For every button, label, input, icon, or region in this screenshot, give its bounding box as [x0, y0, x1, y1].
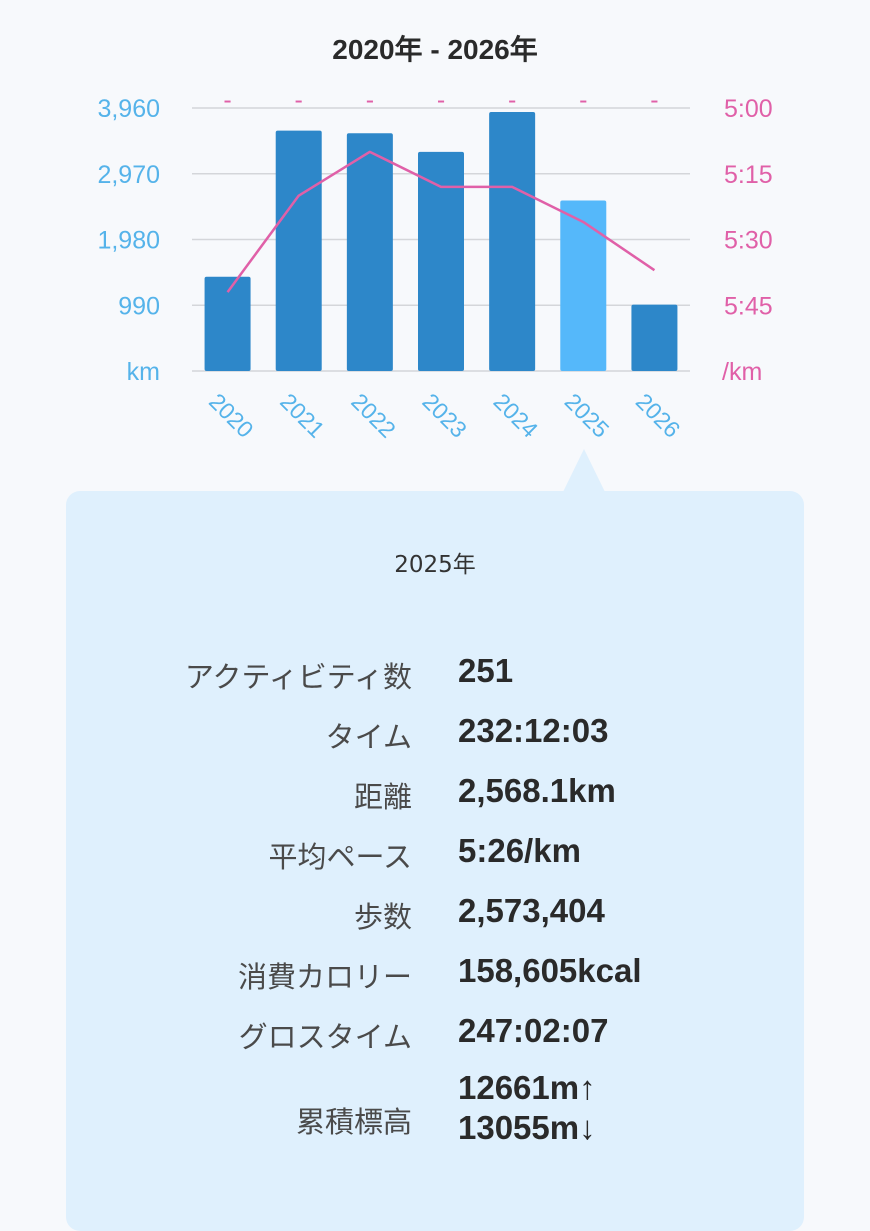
bar-2024 [489, 111, 536, 371]
no-data-marker: - [437, 86, 445, 114]
x-axis-tick-label: 2020 [204, 388, 259, 443]
stat-value-descent: 13055m↓ [458, 1109, 596, 1146]
bar-2022 [346, 133, 393, 371]
stat-row-elevation: 累積標高 12661m↑ 13055m↓ [66, 1069, 804, 1147]
right-axis-tick-label: 5:45 [724, 292, 773, 320]
x-axis-tick-label: 2023 [417, 388, 472, 443]
stat-label: タイム [325, 720, 412, 754]
left-axis-tick-label: 990 [118, 292, 160, 320]
x-axis-tick-label: 2022 [346, 388, 401, 443]
stat-value: 2,568.1km [458, 772, 616, 809]
stat-row-time: タイム 232:12:03 [66, 706, 804, 762]
no-data-marker: - [508, 86, 516, 114]
x-axis-tick-label: 2021 [275, 388, 330, 443]
right-axis-tick-label: 5:30 [724, 227, 773, 255]
stat-row-gross-time: グロスタイム 247:02:07 [66, 1006, 804, 1062]
no-data-marker: - [366, 86, 374, 114]
stat-label: 歩数 [353, 900, 412, 934]
detail-year: 2025年 [394, 552, 476, 578]
no-data-marker: - [295, 86, 303, 114]
year-bar-chart: 990 1,980 2,970 3,960 km 5:00 5:15 5:30 5:45/km -… [97, 86, 773, 443]
stat-row-steps: 歩数 2,573,404 [66, 886, 804, 942]
stat-row-avg-pace: 平均ペース 5:26/km [66, 826, 804, 882]
left-axis-unit: km [127, 358, 160, 386]
bar-2026 [631, 304, 678, 371]
stat-value: 251 [458, 652, 514, 689]
stat-label: 平均ペース [268, 840, 412, 874]
stat-label: 累積標高 [295, 1105, 412, 1139]
stat-label: アクティビティ数 [184, 660, 412, 694]
right-axis-tick-label: 5:15 [724, 161, 773, 189]
stat-value: 247:02:07 [458, 1012, 609, 1049]
stat-row-calories: 消費カロリー 158,605kcal [66, 946, 804, 1002]
pace-line [226, 150, 656, 293]
no-data-marker: - [650, 86, 658, 114]
stat-label: 距離 [353, 780, 412, 814]
year-detail-panel: 2025年 アクティビティ数 251 タイム 232:12:03 距離 2,56… [66, 491, 804, 1231]
left-axis-tick-label: 1,980 [97, 227, 160, 255]
right-axis-unit: /km [722, 358, 762, 386]
no-data-marker: - [223, 86, 231, 114]
detail-pointer [563, 449, 605, 492]
left-axis-tick-label: 3,960 [97, 95, 160, 123]
stat-value: 5:26/km [458, 832, 581, 869]
bar-2025 [560, 200, 607, 371]
stat-label: グロスタイム [238, 1020, 412, 1054]
bar-2021 [275, 130, 322, 371]
x-axis-tick-label: 2024 [489, 388, 544, 443]
bar-2023 [418, 151, 464, 371]
right-axis-tick-label: 5:00 [724, 95, 773, 123]
stat-row-activities: アクティビティ数 251 [66, 646, 804, 702]
stat-value: 232:12:03 [458, 712, 609, 749]
x-axis-tick-label: 2025 [560, 388, 615, 443]
stat-row-distance: 距離 2,568.1km [66, 766, 804, 822]
stat-label: 消費カロリー [237, 960, 412, 994]
stat-value: 2,573,404 [458, 892, 605, 929]
no-data-marker: - [579, 86, 587, 114]
stat-value-ascent: 12661m↑ [458, 1069, 596, 1106]
x-axis-tick-label: 2026 [631, 388, 686, 443]
chart-title: 2020年 - 2026年 [332, 34, 538, 65]
left-axis-tick-label: 2,970 [97, 161, 160, 189]
bar-2020 [204, 276, 251, 371]
stat-value: 158,605kcal [458, 952, 642, 989]
